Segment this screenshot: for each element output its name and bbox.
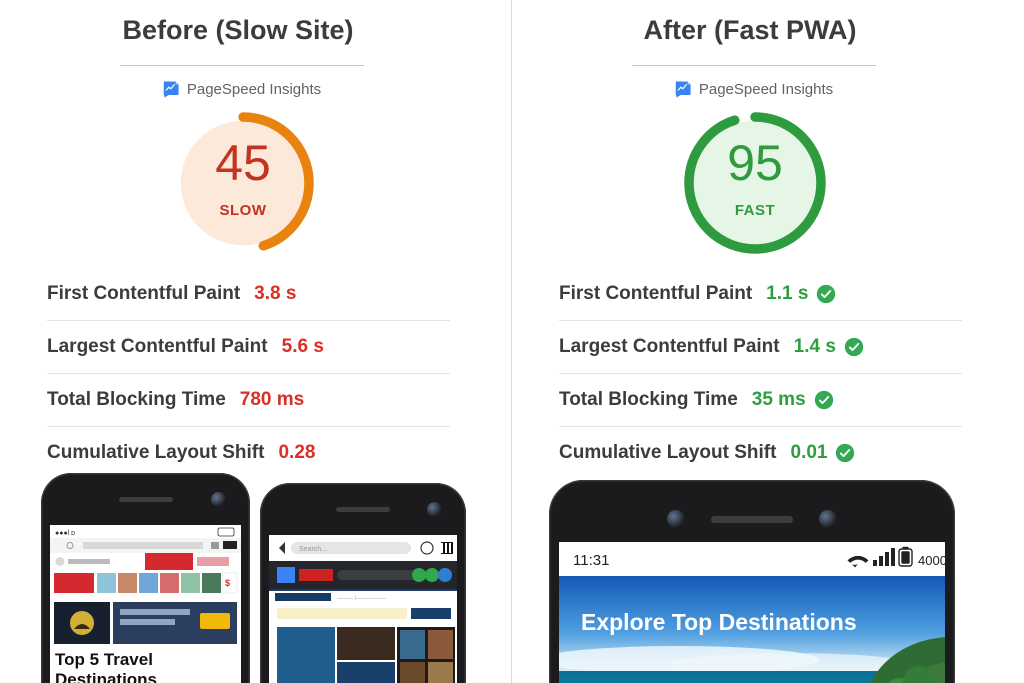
svg-text:●●●l ᴅ: ●●●l ᴅ [55, 530, 75, 537]
svg-text:Search...: Search... [299, 546, 327, 553]
svg-text:Top 5 Travel: Top 5 Travel [55, 650, 153, 669]
svg-text:4000: 4000 [918, 553, 945, 568]
svg-text:-------- /---------------: -------- /--------------- [337, 596, 386, 602]
svg-text:$: $ [225, 578, 230, 588]
svg-text:Destinations: Destinations [55, 670, 157, 683]
svg-text:Explore Top Destinations: Explore Top Destinations [581, 609, 857, 635]
svg-text:11:31: 11:31 [573, 552, 609, 569]
